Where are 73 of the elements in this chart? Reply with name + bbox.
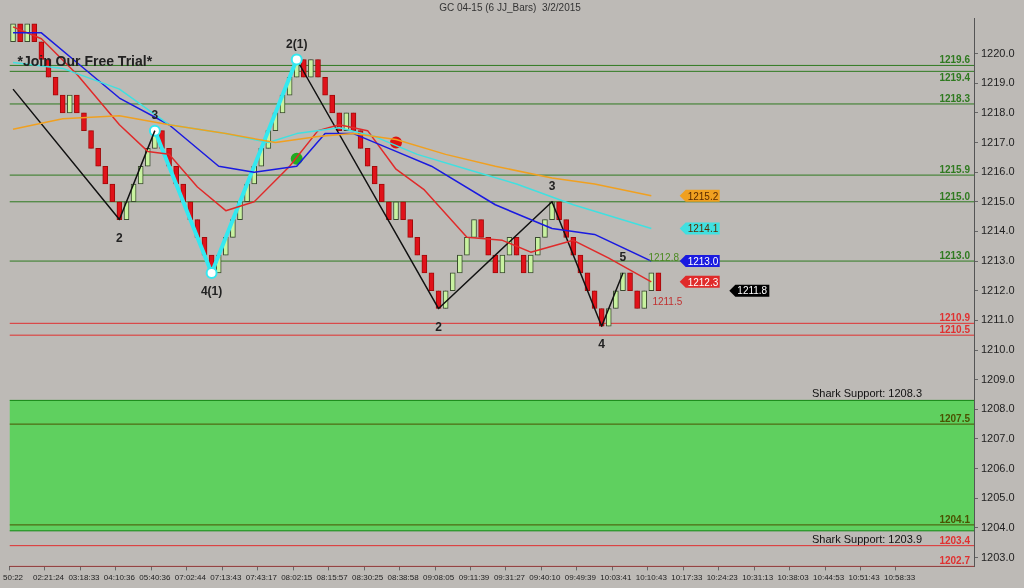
y-tick-label: 1209.0 bbox=[981, 372, 1015, 385]
x-tick-label: 10:51:43 bbox=[848, 573, 881, 583]
y-tick-label: 1205.0 bbox=[981, 491, 1015, 504]
x-tick-label: 04:10:36 bbox=[103, 573, 136, 583]
y-tick-label: 1204.0 bbox=[981, 520, 1015, 533]
x-tick-label: 08:30:25 bbox=[352, 573, 384, 583]
ref-line-label: 1210.9 bbox=[939, 312, 971, 324]
ref-line-label: 1215.0 bbox=[939, 190, 971, 202]
annotation: 4 bbox=[598, 337, 606, 352]
x-tick-label: 10:38:03 bbox=[777, 573, 810, 583]
x-tick-label: 10:03:41 bbox=[600, 573, 632, 583]
x-tick-label: 03:18:33 bbox=[68, 573, 101, 583]
annotation: 2 bbox=[116, 230, 124, 245]
y-tick-label: 1207.0 bbox=[981, 431, 1015, 444]
ref-line-label: Shark Support: 1208.3 bbox=[811, 387, 922, 400]
x-tick-label: 50:22 bbox=[3, 573, 24, 583]
y-tick-label: 1220.0 bbox=[981, 46, 1015, 59]
annotation: 3 bbox=[548, 178, 556, 193]
x-tick-label: 09:31:27 bbox=[493, 573, 526, 583]
annotation: 5 bbox=[619, 249, 627, 264]
y-tick-label: 1213.0 bbox=[981, 254, 1015, 267]
ref-line-label: 1218.3 bbox=[939, 92, 971, 104]
x-tick-label: 08:15:57 bbox=[316, 573, 349, 583]
x-tick-label: 08:38:58 bbox=[387, 573, 420, 583]
x-tick-label: 10:44:53 bbox=[813, 573, 845, 583]
ref-line-label: 1210.5 bbox=[939, 324, 971, 336]
y-tick-label: 1210.0 bbox=[981, 343, 1015, 356]
x-tick-label: 07:43:17 bbox=[245, 573, 278, 583]
annotation: 1214.1 bbox=[687, 223, 719, 235]
ref-line-label: 1207.5 bbox=[939, 413, 971, 425]
x-tick-label: 10:24:23 bbox=[706, 573, 739, 583]
annotation: 1215.2 bbox=[687, 190, 719, 202]
x-tick-label: 10:17:33 bbox=[671, 573, 703, 583]
y-tick-label: 1219.0 bbox=[981, 76, 1015, 89]
x-tick-label: 09:40:10 bbox=[529, 573, 562, 583]
y-tick-label: 1203.0 bbox=[981, 550, 1015, 563]
y-tick-label: 1216.0 bbox=[981, 165, 1015, 178]
annotation: 1213.0 bbox=[687, 255, 719, 267]
y-tick-label: 1206.0 bbox=[981, 461, 1015, 474]
ref-line-label: 1204.1 bbox=[939, 513, 971, 525]
x-tick-label: 07:13:43 bbox=[210, 573, 242, 583]
y-tick-label: 1218.0 bbox=[981, 105, 1015, 118]
annotation: 4(1) bbox=[200, 283, 223, 298]
y-tick-label: 1217.0 bbox=[981, 135, 1015, 148]
annotation: 1211.8 bbox=[737, 285, 768, 297]
ref-line-label: 1215.9 bbox=[939, 164, 971, 176]
chart-title: GC 04-15 (6 JJ_Bars) 3/2/2015 bbox=[439, 1, 582, 13]
x-tick-label: 09:11:39 bbox=[458, 573, 490, 583]
x-tick-label: 09:49:39 bbox=[564, 573, 597, 583]
annotation: 2 bbox=[435, 319, 443, 334]
ref-line-label: 1219.4 bbox=[939, 72, 971, 84]
x-tick-label: 08:02:15 bbox=[281, 573, 313, 583]
y-tick-label: 1214.0 bbox=[981, 224, 1015, 237]
ref-line-label: 1202.7 bbox=[939, 555, 971, 567]
x-tick-label: 10:31:13 bbox=[742, 573, 774, 583]
x-tick-label: 07:02:44 bbox=[174, 573, 207, 583]
y-tick-label: 1212.0 bbox=[981, 283, 1015, 296]
y-tick-label: 1215.0 bbox=[981, 194, 1015, 207]
x-tick-label: 10:58:33 bbox=[883, 573, 916, 583]
y-tick-label: 1208.0 bbox=[981, 402, 1015, 415]
annotation: 1212.8 bbox=[648, 251, 680, 263]
annotation: 2(1) bbox=[286, 36, 308, 51]
x-tick-label: 02:21:24 bbox=[32, 573, 65, 583]
x-tick-label: 10:10:43 bbox=[635, 573, 668, 583]
ref-line-label: 1203.4 bbox=[939, 534, 971, 546]
ref-line-label: 1213.0 bbox=[939, 250, 971, 262]
annotation: 1211.5 bbox=[652, 295, 683, 307]
y-tick-label: 1211.0 bbox=[981, 313, 1014, 326]
annotation: 1212.3 bbox=[687, 276, 719, 288]
x-tick-label: 05:40:36 bbox=[139, 573, 171, 583]
ref-line-label: Shark Support: 1203.9 bbox=[811, 532, 922, 545]
ref-line-label: 1219.6 bbox=[939, 54, 971, 66]
x-tick-label: 09:08:05 bbox=[422, 573, 455, 583]
